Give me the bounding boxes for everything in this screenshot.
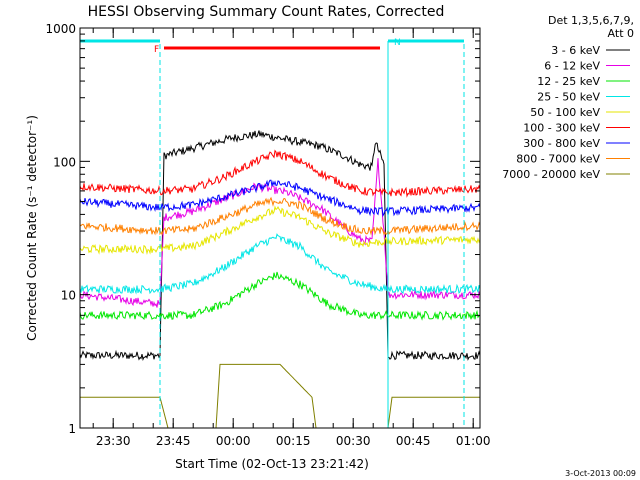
series-line-5 <box>79 205 481 255</box>
series-line-2 <box>79 158 481 308</box>
legend-entry-label-5: 50 - 100 keV <box>530 106 600 119</box>
x-tick-label-4: 00:15 <box>276 434 311 448</box>
footer-date: 3-Oct-2013 00:09 <box>565 469 636 478</box>
legend-entry-label-1: 3 - 6 keV <box>551 44 600 57</box>
series-line-6 <box>79 149 481 198</box>
series-line-3 <box>79 271 481 321</box>
x-tick-label-3: 00:00 <box>216 434 251 448</box>
y-axis-label: Corrected Count Rate (s⁻¹ detector⁻¹) <box>25 115 39 341</box>
legend-entry-label-4: 25 - 50 keV <box>537 91 600 104</box>
x-tick-label-6: 00:45 <box>396 434 431 448</box>
y-tick-label-3: 100 <box>53 155 76 169</box>
x-tick-label-2: 23:45 <box>156 434 191 448</box>
legend-entry-label-7: 300 - 800 keV <box>523 137 600 150</box>
legend-entry-label-2: 6 - 12 keV <box>544 60 600 73</box>
legend-entry-label-6: 100 - 300 keV <box>523 122 600 135</box>
x-axis-label: Start Time (02-Oct-13 23:21:42) <box>175 457 369 471</box>
series-line-8 <box>79 196 481 236</box>
y-tick-label-4: 1000 <box>45 22 76 36</box>
legend-header-2: Att 0 <box>608 27 634 40</box>
plot-area: N F 1 10 100 1000 23:30 23:45 00:00 00:15 00:30 00:… <box>45 22 490 448</box>
top-bar-label-3: F <box>154 45 159 55</box>
legend-entry-label-9: 7000 - 20000 keV <box>502 168 600 181</box>
legend: Det 1,3,5,6,7,9, Att 0 3 - 6 keV 6 - 12 k… <box>502 14 634 181</box>
chart-title: HESSI Observing Summary Count Rates, Cor… <box>88 4 445 20</box>
legend-entry-label-8: 800 - 7000 keV <box>516 153 600 166</box>
series-line-1 <box>79 130 481 362</box>
x-tick-label-1: 23:30 <box>96 434 131 448</box>
x-tick-label-7: 01:00 <box>456 434 491 448</box>
y-tick-label-2: 10 <box>61 289 76 303</box>
series-line-9 <box>80 363 480 429</box>
x-tick-label-5: 00:30 <box>336 434 371 448</box>
y-tick-label-1: 1 <box>68 422 76 436</box>
series-line-4 <box>79 233 481 295</box>
legend-header-1: Det 1,3,5,6,7,9, <box>548 14 634 27</box>
legend-entry-label-3: 12 - 25 keV <box>537 75 600 88</box>
top-bar-label-2: N <box>394 38 401 48</box>
axes-box <box>79 27 481 429</box>
series-line-7 <box>79 179 481 218</box>
